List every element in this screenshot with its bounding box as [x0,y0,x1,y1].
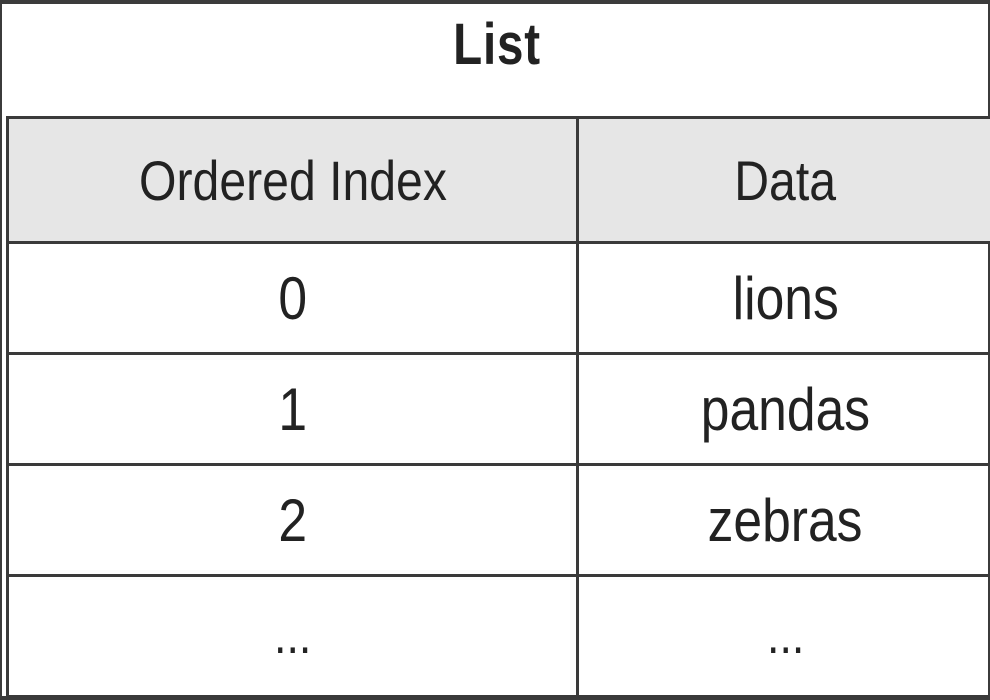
index-value: 1 [278,375,307,443]
table-row: 0 lions [6,241,990,355]
index-cell: 2 [6,463,579,577]
header-data-label: Data [734,148,837,212]
data-cell: ... [576,574,990,698]
data-value: zebras [708,486,863,554]
header-data: Data [576,116,990,244]
index-cell: 0 [6,241,579,355]
data-ellipsis: ... [766,607,805,665]
data-cell: pandas [576,352,990,466]
table-row: 1 pandas [6,352,990,466]
header-ordered-index: Ordered Index [6,116,579,244]
list-table: Ordered Index Data 0 lions 1 pandas 2 ze… [6,116,990,698]
index-cell: ... [6,574,579,698]
table-row: ... ... [6,574,990,698]
index-ellipsis: ... [273,607,312,665]
diagram-title: List [453,12,541,77]
index-cell: 1 [6,352,579,466]
index-value: 0 [278,264,307,332]
header-ordered-index-label: Ordered Index [138,148,447,212]
data-cell: lions [576,241,990,355]
table-row: 2 zebras [6,463,990,577]
data-value: lions [732,264,839,332]
data-value: pandas [700,375,871,443]
header-row: Ordered Index Data [6,116,990,244]
index-value: 2 [278,486,307,554]
data-cell: zebras [576,463,990,577]
